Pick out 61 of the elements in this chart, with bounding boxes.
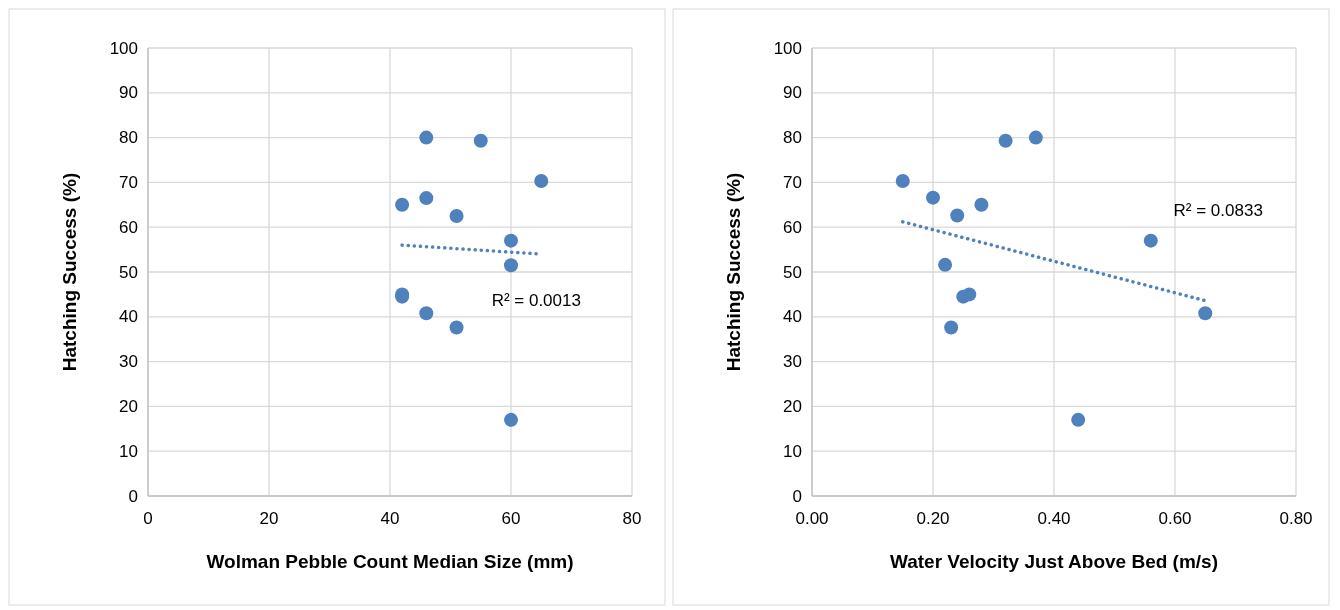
y-tick-label: 10 (783, 441, 802, 461)
y-tick-label: 50 (783, 262, 802, 282)
point (419, 191, 434, 206)
y-tick-label: 30 (119, 352, 138, 372)
x-tick-label: 0.40 (1037, 509, 1071, 528)
x-tick-label: 60 (501, 509, 521, 528)
y-tick-label: 20 (119, 396, 138, 416)
point (1028, 130, 1043, 145)
point (926, 190, 940, 205)
point (419, 306, 434, 321)
y-tick-label: 30 (783, 352, 802, 372)
point (534, 174, 549, 189)
x-axis-title: Wolman Pebble Count Median Size (mm) (206, 551, 574, 572)
y-tick-label: 90 (119, 83, 138, 103)
x-axis-title: Water Velocity Just Above Bed (m/s) (889, 551, 1219, 572)
y-tick-label: 50 (119, 262, 138, 282)
point (944, 320, 959, 335)
point (938, 257, 953, 272)
point (1143, 233, 1158, 248)
y-tick-label: 60 (119, 217, 138, 237)
point (962, 287, 977, 302)
point (395, 197, 410, 212)
point (1198, 306, 1213, 321)
y-tick-label: 60 (783, 217, 802, 237)
annotation: R² = 0.0013 (491, 290, 581, 310)
y-axis-title: Hatching Success (%) (59, 172, 80, 372)
point (449, 320, 464, 335)
y-tick-label: 40 (119, 307, 138, 327)
y-tick-label: 100 (109, 38, 138, 58)
point (473, 133, 488, 148)
x-tick-label: 40 (380, 509, 400, 528)
y-tick-label: 100 (773, 38, 802, 58)
x-tick-label: 0 (143, 509, 153, 528)
point (974, 197, 989, 212)
y-axis-title: Hatching Success (%) (723, 172, 744, 372)
y-tick-label: 0 (792, 486, 802, 506)
y-tick-label: 70 (119, 172, 138, 192)
x-tick-label: 0.80 (1279, 509, 1313, 528)
point (504, 258, 518, 273)
y-tick-label: 0 (128, 486, 138, 506)
annotation: R² = 0.0833 (1173, 200, 1263, 220)
y-tick-label: 80 (119, 128, 138, 148)
point (895, 174, 910, 189)
y-tick-label: 80 (783, 128, 802, 148)
x-tick-label: 0.60 (1158, 509, 1192, 528)
point (950, 208, 965, 223)
x-tick-label: 0.20 (916, 509, 950, 528)
point (449, 209, 464, 223)
point (998, 133, 1013, 148)
y-tick-label: 20 (783, 396, 802, 416)
x-tick-label: 0.00 (795, 509, 829, 528)
point (504, 233, 518, 248)
x-tick-label: 80 (622, 509, 642, 528)
y-tick-label: 90 (783, 83, 802, 103)
point (1071, 412, 1086, 427)
y-tick-label: 10 (119, 441, 138, 461)
x-tick-label: 20 (259, 509, 279, 528)
point (504, 412, 518, 427)
point (419, 130, 434, 145)
y-tick-label: 70 (783, 172, 802, 192)
y-tick-label: 40 (783, 307, 802, 327)
